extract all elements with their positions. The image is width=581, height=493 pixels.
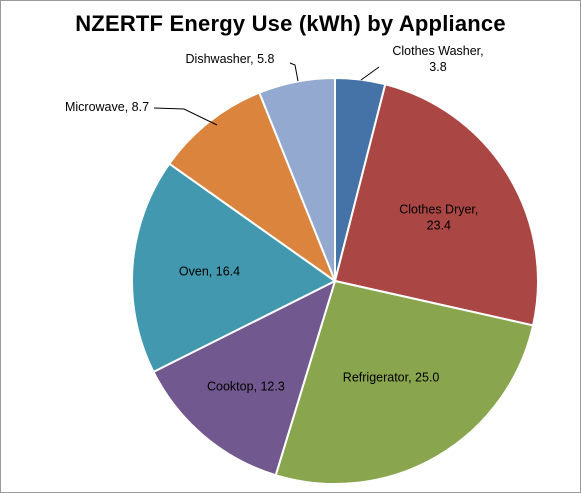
pie-slice-dishwasher xyxy=(258,77,336,282)
leader-line-dishwasher xyxy=(289,62,299,82)
slice-label-clothes-dryer: Clothes Dryer, 23.4 xyxy=(399,202,478,232)
slice-label-line: 3.8 xyxy=(429,60,446,74)
pie-slice-cooktop xyxy=(152,280,336,477)
slice-label-microwave: Microwave, 8.7 xyxy=(65,100,149,114)
pie-slice-oven xyxy=(131,162,336,373)
chart-title: NZERTF Energy Use (kWh) by Appliance xyxy=(75,11,506,36)
leader-lines xyxy=(153,62,380,126)
slice-label-cooktop: Cooktop, 12.3 xyxy=(207,380,285,394)
pie-slices xyxy=(131,77,539,485)
slice-label-clothes-washer: Clothes Washer, 3.8 xyxy=(392,44,483,74)
slice-label-line: Oven, 16.4 xyxy=(179,265,240,279)
leader-line-clothes-washer xyxy=(360,66,380,81)
slice-label-line: Microwave, 8.7 xyxy=(65,100,149,114)
slice-label-line: Cooktop, 12.3 xyxy=(207,380,285,394)
slice-label-line: 23.4 xyxy=(427,218,451,232)
slice-label-line: Dishwasher, 5.8 xyxy=(186,52,275,66)
slice-label-line: Clothes Washer, xyxy=(392,44,483,58)
slice-label-line: Refrigerator, 25.0 xyxy=(343,371,440,385)
slice-labels: Clothes Washer, 3.8 Clothes Dryer, 23.4 Refr… xyxy=(65,44,484,394)
pie-slice-refrigerator xyxy=(274,280,535,485)
slice-label-dishwasher: Dishwasher, 5.8 xyxy=(186,52,275,66)
pie-slice-clothes-dryer xyxy=(334,83,539,327)
leader-line-microwave xyxy=(153,107,218,126)
slice-label-oven: Oven, 16.4 xyxy=(179,265,240,279)
slice-label-refrigerator: Refrigerator, 25.0 xyxy=(343,371,440,385)
slice-label-line: Clothes Dryer, xyxy=(399,202,478,216)
